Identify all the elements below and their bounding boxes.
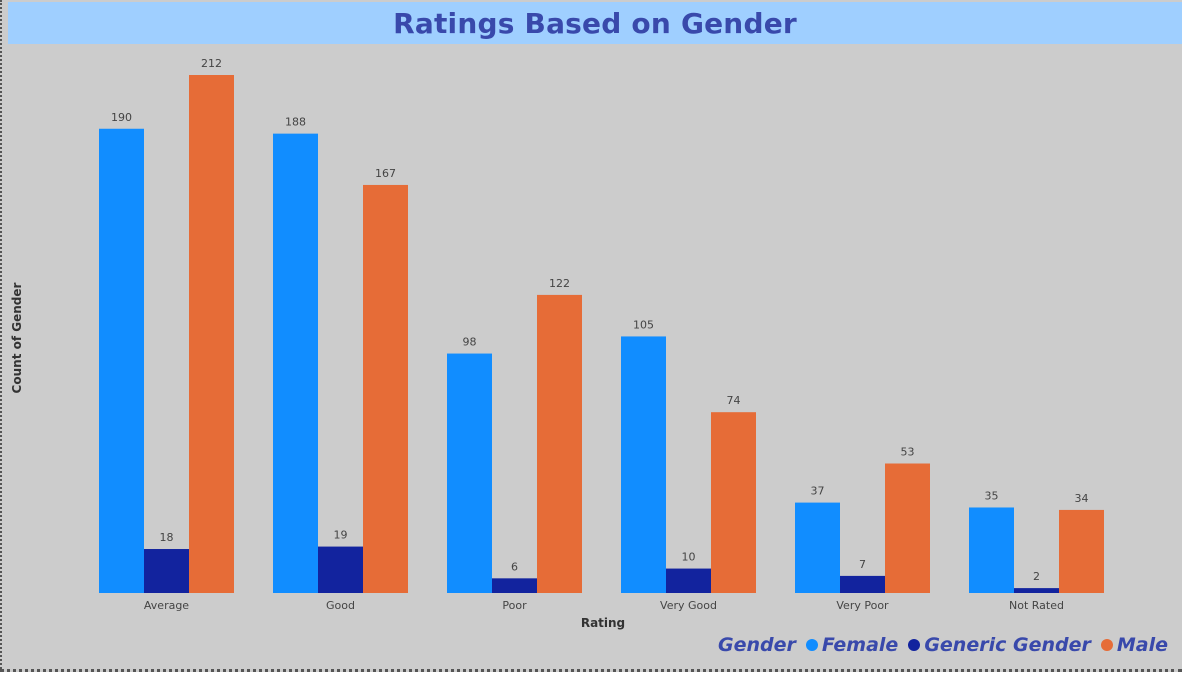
bar-female-very-poor [795,502,840,593]
x-tick-label: Good [326,599,355,612]
data-label: 2 [1033,570,1040,583]
bar-male-not-rated [1059,509,1104,593]
bar-generic-gender-very-good [666,568,711,593]
legend-label: Male [1116,634,1168,656]
bar-generic-gender-poor [492,578,537,593]
bar-generic-gender-not-rated [1014,588,1059,593]
data-label: 167 [375,167,396,180]
bar-male-good [363,184,408,594]
legend-swatch [908,639,921,651]
legend-item-female[interactable]: Female [805,634,899,656]
bar-female-not-rated [969,507,1014,593]
bar-male-poor [537,294,582,593]
bar-male-very-poor [885,463,930,593]
bar-generic-gender-good [318,546,363,593]
data-label: 37 [811,485,825,498]
bar-female-poor [447,353,492,593]
data-label: 122 [549,277,570,290]
x-tick-label: Average [144,599,189,612]
legend-swatch [1100,639,1113,651]
x-tick-label: Poor [502,599,527,612]
legend: Gender Female Generic Gender Male [718,634,1168,656]
data-label: 35 [985,489,999,502]
legend-item-generic-gender[interactable]: Generic Gender [908,634,1091,656]
x-tick-label: Very Poor [836,599,889,612]
data-label: 53 [901,446,915,459]
data-label: 19 [334,529,348,542]
legend-title: Gender [718,634,796,656]
data-label: 105 [633,318,654,331]
data-label: 18 [160,531,174,544]
x-tick-label: Not Rated [1009,599,1064,612]
bar-female-good [273,133,318,593]
data-label: 34 [1075,492,1089,505]
y-axis-label: Count of Gender [10,282,24,393]
bar-female-average [99,128,144,594]
data-label: 7 [859,558,866,571]
legend-swatch [805,639,818,651]
bar-female-very-good [621,336,666,593]
data-label: 98 [463,336,477,349]
bar-generic-gender-average [144,549,189,593]
title-bar: Ratings Based on Gender [8,2,1182,44]
legend-item-male[interactable]: Male [1100,634,1168,656]
x-tick-label: Very Good [660,599,717,612]
data-label: 188 [285,116,306,129]
data-label: 10 [682,551,696,564]
bar-male-very-good [711,412,756,593]
chart-title: Ratings Based on Gender [393,6,797,40]
x-axis-label: Rating [581,616,625,630]
bar-generic-gender-very-poor [840,575,885,593]
bar-male-average [189,75,234,593]
legend-label: Female [821,634,899,656]
data-label: 212 [201,57,222,70]
data-label: 190 [111,111,132,124]
data-label: 6 [511,560,518,573]
data-label: 74 [727,394,741,407]
legend-label: Generic Gender [924,634,1091,656]
